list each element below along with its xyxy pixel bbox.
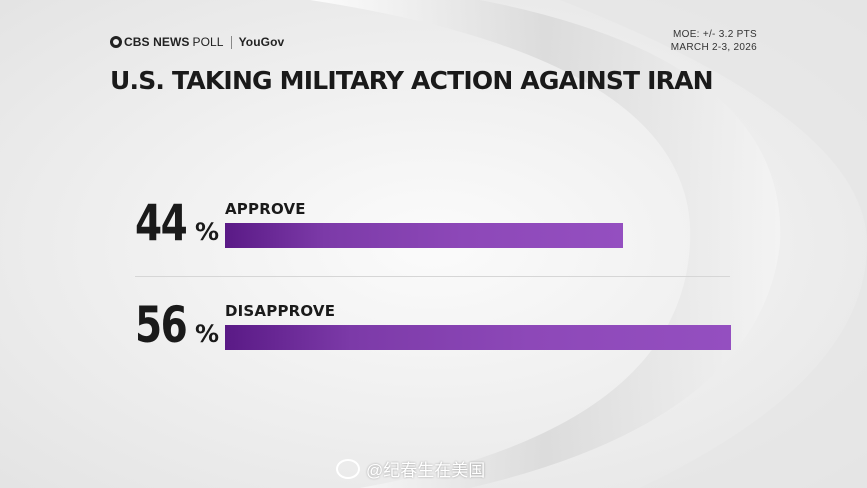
category-label-disapprove: DISAPPROVE [225,302,336,320]
value-number-approve: 44 [135,194,188,252]
weibo-icon [336,458,360,479]
watermark: @纪春生在美国 [336,456,485,481]
yougov-logo: YouGov [238,35,285,49]
value-label-disapprove: 56% [135,296,219,354]
value-label-approve: 44% [135,194,219,252]
bar-disapprove [225,325,731,350]
value-number-disapprove: 56 [135,296,188,354]
percent-sign: % [195,218,219,246]
brand-divider [230,35,232,49]
percent-sign: % [195,320,219,348]
watermark-text: @纪春生在美国 [366,461,486,480]
cbs-news-logo: CBS NEWS [124,35,190,49]
category-label-approve: APPROVE [225,200,306,218]
poll-label: POLL [192,35,224,49]
bar-approve [225,223,623,248]
cbs-eye-icon [110,36,122,48]
margin-of-error: MOE: +/- 3.2 PTS [673,29,757,40]
row-separator [135,276,730,277]
poll-dates: MARCH 2-3, 2026 [670,42,757,53]
poll-metadata: MOE: +/- 3.2 PTS MARCH 2-3, 2026 [671,28,757,54]
poll-branding: CBS NEWS POLL YouGov [110,34,284,50]
chart-title: U.S. TAKING MILITARY ACTION AGAINST IRAN [110,66,714,95]
